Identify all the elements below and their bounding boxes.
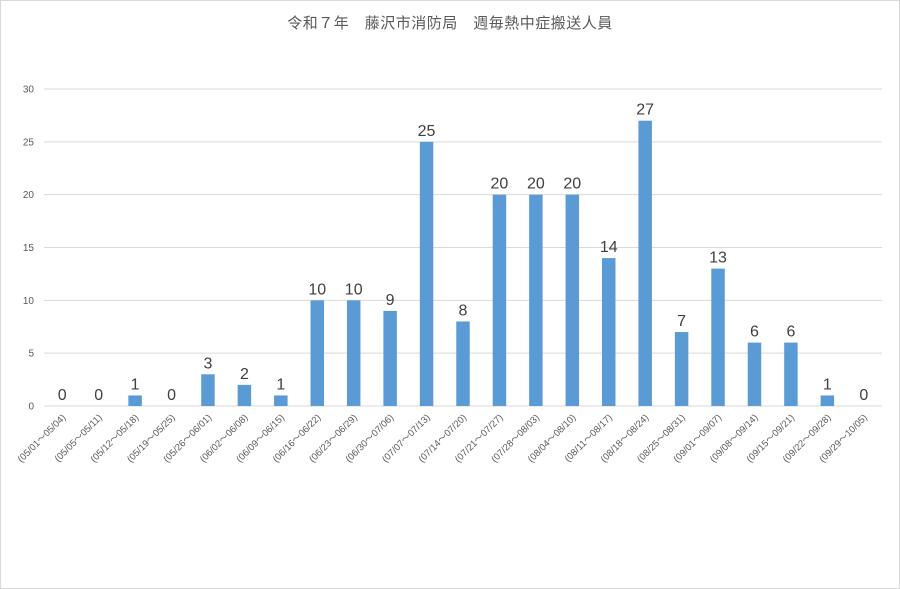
bar (383, 310, 397, 406)
data-label: 0 (167, 387, 176, 404)
data-label: 8 (459, 302, 468, 319)
bar (747, 342, 762, 406)
bar (419, 141, 434, 407)
data-label: 6 (750, 324, 759, 341)
y-tick-label: 10 (23, 296, 35, 307)
data-label: 3 (204, 355, 213, 372)
y-tick-label: 25 (23, 137, 35, 148)
data-label: 7 (677, 313, 686, 330)
data-label: 1 (276, 376, 285, 393)
bar (456, 321, 470, 406)
data-label: 1 (823, 376, 832, 393)
data-label: 0 (58, 387, 67, 404)
bar (674, 332, 689, 406)
bar (492, 194, 507, 406)
data-label: 14 (600, 239, 618, 256)
y-axis-ticks: 0 5 10 15 20 25 30 (23, 85, 35, 413)
data-label: 27 (636, 102, 654, 119)
data-label: 20 (563, 176, 581, 193)
data-label: 20 (527, 176, 545, 193)
y-tick-label: 30 (23, 85, 35, 96)
bar (784, 342, 798, 406)
bar (310, 300, 325, 406)
bar (201, 374, 215, 406)
data-label: 20 (491, 176, 509, 193)
bar (529, 194, 543, 406)
x-axis-ticks: (05/01～05/04)(05/05～05/11)(05/12～05/18)(… (16, 412, 870, 465)
data-label: 10 (345, 281, 363, 298)
chart-title: 令和７年 藤沢市消防局 週毎熱中症搬送人員 (287, 14, 613, 32)
bar (638, 120, 652, 406)
data-label: 1 (131, 376, 140, 393)
data-label: 10 (308, 281, 326, 298)
data-label: 25 (418, 123, 436, 140)
data-label: 0 (859, 387, 868, 404)
data-label: 2 (240, 366, 249, 383)
y-tick-label: 0 (28, 402, 34, 413)
bar (346, 300, 361, 406)
bar (274, 395, 288, 406)
bar (820, 395, 835, 406)
bars (128, 120, 835, 407)
data-label: 6 (786, 324, 795, 341)
bar (601, 258, 616, 406)
bar (237, 384, 252, 406)
data-label: 13 (709, 250, 727, 267)
data-label: 0 (94, 387, 103, 404)
bar (128, 395, 142, 406)
data-label: 9 (386, 292, 395, 309)
bar (565, 194, 580, 406)
y-tick-label: 5 (28, 349, 34, 360)
y-tick-label: 15 (23, 243, 35, 254)
y-tick-label: 20 (23, 190, 35, 201)
bar (711, 268, 725, 406)
